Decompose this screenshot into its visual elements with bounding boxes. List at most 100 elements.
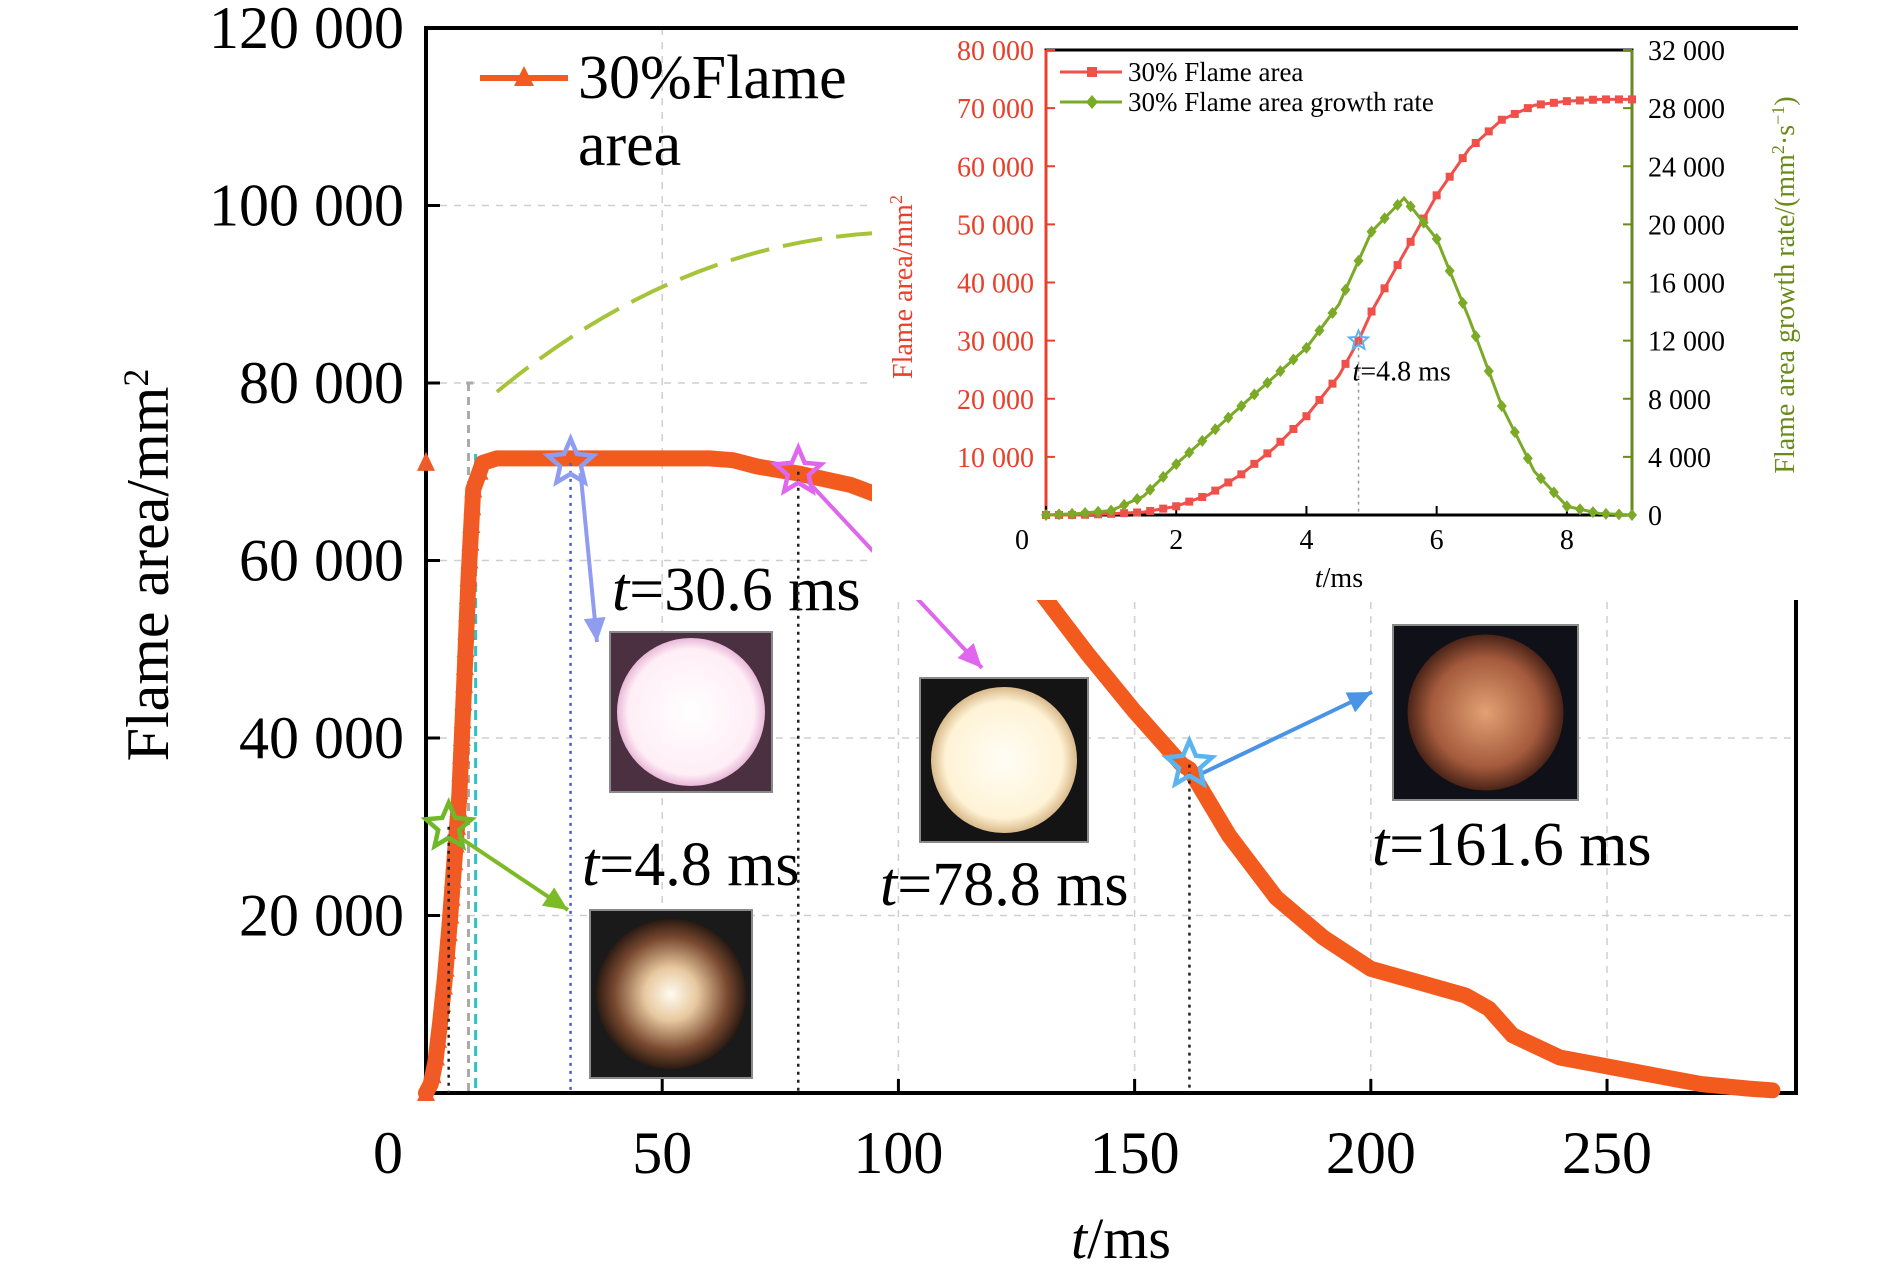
triangle-marker bbox=[433, 993, 452, 1013]
inset-legend-marker bbox=[1087, 67, 1097, 77]
inset-square-marker bbox=[1328, 379, 1337, 388]
inset-square-marker bbox=[1614, 95, 1623, 104]
triangle-marker bbox=[453, 709, 472, 729]
inset-legend-label: 30% Flame area growth rate bbox=[1128, 87, 1434, 117]
triangle-marker bbox=[441, 904, 460, 924]
inset-diamond-marker bbox=[1327, 307, 1338, 320]
inset-square-marker bbox=[1549, 98, 1558, 107]
y-tick-label: 80 000 bbox=[239, 350, 404, 416]
inset-diamond-marker bbox=[1301, 341, 1312, 354]
snapshot-label: t=4.8 ms bbox=[582, 831, 800, 899]
inset-square-marker bbox=[1250, 459, 1259, 468]
inset-diamond-marker bbox=[1561, 500, 1572, 513]
inset-y2-tick-label: 8 000 bbox=[1648, 385, 1711, 416]
inset-square-marker bbox=[1510, 109, 1519, 118]
inset-legend-label: 30% Flame area bbox=[1128, 57, 1303, 87]
triangle-marker bbox=[458, 585, 477, 604]
snapshot-arrowhead bbox=[541, 887, 568, 910]
inset-diamond-marker bbox=[1431, 232, 1442, 245]
triangle-marker bbox=[462, 514, 481, 533]
snapshot-flame bbox=[596, 919, 746, 1069]
snapshot-arrow bbox=[1198, 690, 1373, 777]
inset-square-marker bbox=[1367, 307, 1376, 316]
inset-diamond-marker bbox=[1158, 470, 1169, 483]
inset-diamond-marker bbox=[1210, 423, 1221, 436]
triangle-marker bbox=[459, 567, 478, 587]
inset-square-marker bbox=[1315, 395, 1324, 404]
inset-diamond-marker bbox=[1627, 509, 1637, 521]
inset-diamond-marker bbox=[1249, 388, 1260, 401]
inset-y-tick-label: 20 000 bbox=[957, 385, 1034, 416]
inset-square-marker bbox=[1224, 478, 1233, 487]
y-axis-label: Flame area/mm2 bbox=[115, 369, 181, 762]
triangle-marker bbox=[438, 940, 457, 959]
inset-y-axis-label: Flame area/mm2 bbox=[886, 195, 919, 379]
snapshot-flame bbox=[617, 638, 765, 786]
inset-diamond-marker bbox=[1054, 508, 1065, 521]
inset-square-marker bbox=[1120, 509, 1129, 518]
inset-y-tick-label: 30 000 bbox=[957, 327, 1034, 358]
inset-diamond-marker bbox=[1470, 330, 1481, 343]
inset-square-marker bbox=[1432, 191, 1441, 200]
inset-square-marker bbox=[1159, 504, 1168, 513]
inset-y2-tick-label: 20 000 bbox=[1648, 210, 1725, 241]
inset-square-marker bbox=[1185, 497, 1194, 506]
inset-diamond-marker bbox=[1379, 212, 1390, 225]
inset-square-marker bbox=[1471, 139, 1480, 147]
inset-square-marker bbox=[1601, 95, 1610, 104]
legend-label-line2: area bbox=[578, 111, 681, 179]
inset-y-tick-label: 10 000 bbox=[957, 443, 1034, 474]
inset-diamond-marker bbox=[1587, 506, 1598, 519]
triangle-marker bbox=[460, 549, 479, 569]
inset-diamond-marker bbox=[1496, 400, 1507, 413]
inset-diamond-marker bbox=[1067, 507, 1078, 520]
inset-square-marker bbox=[1380, 284, 1389, 293]
inset-diamond-marker bbox=[1535, 472, 1546, 485]
inset-square-marker bbox=[1263, 449, 1272, 458]
inset-x-axis-label: t/ms bbox=[1315, 563, 1363, 594]
inset-diamond-marker bbox=[1600, 507, 1611, 520]
inset-diamond-marker bbox=[1223, 411, 1234, 424]
triangle-marker bbox=[461, 531, 480, 551]
inset-square-marker bbox=[1588, 95, 1597, 104]
inset-square-marker bbox=[1146, 506, 1155, 515]
inset-y-tick-label: 80 000 bbox=[957, 36, 1034, 67]
inset-x-tick-label: 2 bbox=[1169, 525, 1183, 556]
triangle-marker bbox=[431, 1011, 450, 1030]
inset-square-marker bbox=[1198, 492, 1207, 501]
inset-diamond-marker bbox=[1080, 506, 1091, 519]
snapshot-arrowhead bbox=[957, 642, 982, 668]
inset-square-marker bbox=[1628, 95, 1636, 104]
inset-diamond-marker bbox=[1548, 486, 1559, 499]
triangle-marker bbox=[429, 1028, 448, 1048]
snapshot-arrow bbox=[578, 472, 599, 643]
inset-diamond-marker bbox=[1262, 376, 1273, 389]
inset-square-marker bbox=[1536, 100, 1545, 109]
inset-y2-tick-label: 24 000 bbox=[1648, 152, 1725, 183]
triangle-marker bbox=[423, 1064, 442, 1084]
triangle-marker bbox=[442, 886, 461, 906]
inset-annotation-label: t=4.8 ms bbox=[1353, 357, 1451, 388]
inset-square-marker bbox=[1445, 172, 1454, 181]
y-tick-label: 100 000 bbox=[209, 173, 404, 239]
snapshot-star bbox=[542, 433, 599, 487]
triangle-marker bbox=[457, 620, 476, 640]
inset-y2-axis-label: Flame area growth rate/(mm2·s−1) bbox=[1768, 96, 1801, 473]
inset-square-marker bbox=[1237, 470, 1246, 479]
inset-diamond-marker bbox=[1509, 426, 1520, 439]
inset-diamond-marker bbox=[1483, 365, 1494, 378]
snapshot-star bbox=[769, 442, 827, 496]
inset-diamond-marker bbox=[1197, 434, 1208, 447]
inset-y2-tick-label: 12 000 bbox=[1648, 327, 1725, 358]
triangle-marker bbox=[455, 673, 474, 693]
snapshot-star bbox=[420, 797, 477, 851]
x-tick-label: 0 bbox=[373, 1120, 403, 1186]
triangle-marker bbox=[451, 762, 470, 782]
inset-x-tick-label: 4 bbox=[1299, 525, 1313, 556]
inset-diamond-marker bbox=[1613, 508, 1624, 521]
inset-diamond-marker bbox=[1392, 198, 1403, 211]
inset-diamond-marker bbox=[1041, 509, 1051, 521]
inset-square-marker bbox=[1133, 508, 1142, 517]
